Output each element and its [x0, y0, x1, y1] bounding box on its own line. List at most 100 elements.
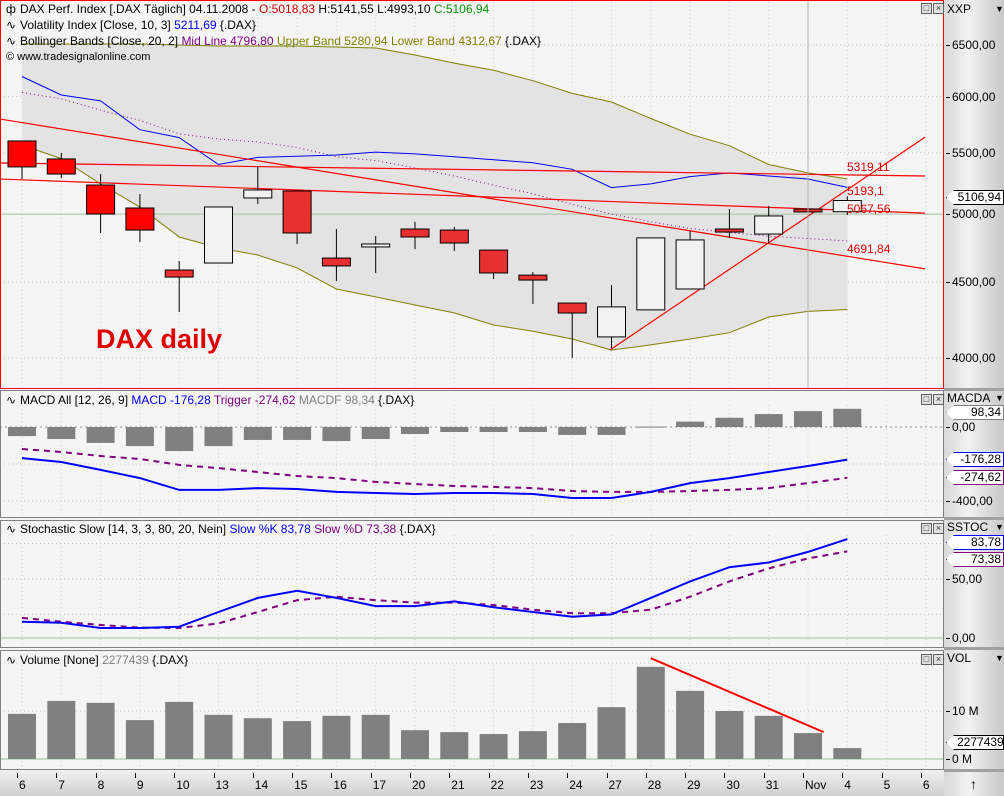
close-panel-button[interactable]: × — [933, 3, 944, 14]
macd-histogram-bar — [715, 417, 744, 427]
macd-histogram-bar — [754, 414, 783, 427]
candle-icon: ф — [6, 2, 16, 16]
volume-bar — [794, 733, 822, 759]
macd-histogram-bar — [479, 427, 508, 432]
volume-header: ∿ Volume [None] 2277439 {.DAX} — [6, 653, 188, 667]
macd-histogram-bar — [794, 411, 822, 427]
close-panel-button[interactable]: × — [933, 394, 944, 405]
date-tick-label: 4 — [842, 773, 851, 792]
close-panel-button[interactable]: × — [933, 523, 944, 534]
close-panel-button[interactable]: × — [933, 654, 944, 665]
macd-histogram-bar — [636, 426, 665, 428]
volume-bar — [125, 720, 154, 759]
stoch-k-value: Slow %K 83,78 — [229, 522, 311, 536]
panel-frames — [0, 0, 944, 770]
date-tick-label: 13 — [213, 773, 229, 792]
trigger-tag: -274,62 — [946, 470, 1004, 485]
volume-trendline — [650, 657, 825, 734]
candle-body — [832, 200, 862, 213]
macd-histogram-bar — [558, 427, 587, 435]
date-tick-label: 6 — [17, 773, 26, 792]
chevron-down-icon[interactable]: ▼ — [995, 4, 1004, 14]
panel-border — [0, 520, 944, 648]
volume-bar — [47, 700, 76, 759]
chevron-down-icon[interactable]: ▼ — [995, 653, 1004, 663]
volume-bar — [165, 701, 194, 759]
copyright: © www.tradesignalonline.com — [6, 51, 151, 63]
candle-body — [400, 228, 430, 238]
bollinger-bands: Upper Band 5280,94 Lower Band 4312,67 — [273, 34, 502, 48]
date-axis[interactable] — [0, 770, 944, 796]
volume-bar — [86, 702, 115, 759]
macdf-value: MACDF 98,34 — [295, 393, 375, 407]
chart-canvas[interactable] — [0, 0, 944, 770]
date-tick-label: 7 — [56, 773, 65, 792]
maximize-panel-button[interactable]: □ — [921, 523, 932, 534]
volume-bar — [479, 734, 508, 759]
value-scale[interactable] — [944, 0, 1004, 796]
trendline — [1, 162, 926, 177]
date-tick-label: 24 — [567, 773, 583, 792]
date-tick-label: 17 — [370, 773, 387, 792]
maximize-panel-button[interactable]: □ — [921, 654, 932, 665]
stochastic-plot — [21, 538, 848, 630]
macd-scale-title[interactable]: MACDA — [947, 391, 991, 405]
maximize-panel-button[interactable]: □ — [921, 3, 932, 14]
date-tick-label: 16 — [331, 773, 347, 792]
maximize-panel-button[interactable]: □ — [921, 394, 932, 405]
date-tick-label: 6 — [920, 773, 930, 792]
volume-bar — [833, 748, 862, 759]
volume-bar — [636, 666, 665, 759]
trendline — [1, 178, 926, 214]
axis-tick-label: 5500,00 — [945, 145, 996, 160]
macd-histogram-bar — [283, 427, 312, 440]
volatility-index-line — [21, 76, 848, 189]
trigger-value: Trigger -274,62 — [210, 393, 296, 407]
macd-histogram-bar — [204, 427, 233, 447]
stoch-scale-title[interactable]: SSTOC — [947, 520, 989, 534]
volume-bar — [754, 715, 783, 759]
date-tick-label: 15 — [292, 773, 308, 792]
volume-scale-title[interactable]: VOL — [947, 651, 972, 665]
candle-body — [86, 184, 116, 215]
scale-divider — [944, 388, 1004, 391]
candle-body — [714, 228, 744, 233]
price-plot — [1, 1, 943, 388]
stoch-k-line — [21, 538, 848, 629]
macd-histogram-bar — [518, 427, 547, 432]
stochastic-header: ∿ Stochastic Slow [14, 3, 3, 80, 20, Nein… — [6, 522, 436, 536]
indicator-wave-icon: ∿ — [6, 522, 17, 536]
macd-histogram-bar — [597, 427, 626, 435]
volume-suffix: {.DAX} — [148, 653, 189, 667]
arrow-up-icon[interactable]: ↑ — [970, 776, 977, 792]
date-tick-label: 10 — [174, 773, 190, 792]
date-tick-label: 9 — [134, 773, 144, 792]
chevron-down-icon[interactable]: ▼ — [995, 393, 1004, 403]
axis-tick-label: 5000,00 — [945, 207, 996, 222]
date-tick-label: 23 — [527, 773, 544, 792]
volume-value: 2277439 — [102, 653, 149, 667]
volatility-header: ∿ Volatility Index [Close, 10, 3] 5211,69… — [6, 18, 256, 32]
candle-body — [164, 269, 194, 278]
candle-body — [754, 215, 784, 235]
chart-annotation: DAX daily — [96, 324, 223, 354]
trendline-label: 4691,84 — [847, 242, 891, 256]
volume-tag: 2277439 — [946, 735, 1004, 750]
volatility-suffix: {.DAX} — [216, 18, 256, 32]
trendline-label: 5193,1 — [847, 184, 884, 198]
axis-tick-label: 10 M — [946, 704, 979, 718]
macd-header: ∿ MACD All [12, 26, 9] MACD -176,28 Trigg… — [6, 393, 414, 407]
candle-body — [243, 189, 273, 199]
macd-histogram-bar — [8, 427, 36, 437]
date-tick-label: 21 — [449, 773, 465, 792]
axis-tick-label: 0,00 — [945, 631, 976, 645]
volume-bar — [322, 715, 351, 759]
chevron-down-icon[interactable]: ▼ — [995, 522, 1004, 532]
stochastic-label: Stochastic Slow [14, 3, 3, 80, 20, Nein] — [20, 522, 230, 536]
price-scale-title[interactable]: XXP — [947, 2, 972, 16]
axis-tick-label: 6000,00 — [945, 89, 996, 104]
stoch-d-value: Slow %D 73,38 — [310, 522, 397, 536]
trendline — [1, 118, 926, 270]
axis-tick-label: 50,00 — [945, 572, 983, 586]
candle-body — [7, 140, 37, 168]
